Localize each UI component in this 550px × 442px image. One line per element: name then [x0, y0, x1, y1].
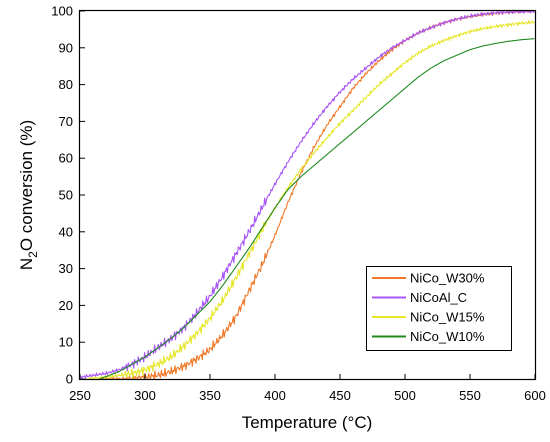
y-tick-label: 100 [51, 4, 73, 19]
legend-label: NiCo_W30% [410, 271, 485, 286]
y-axis-title-subscript: 2 [26, 251, 40, 258]
x-tick-label: 250 [69, 388, 91, 403]
y-tick-label: 90 [59, 40, 73, 55]
y-axis-title-suffix: O conversion (%) [17, 120, 36, 251]
x-tick-label: 400 [264, 388, 286, 403]
legend-label: NiCoAl_C [410, 290, 467, 305]
y-tick-label: 0 [66, 372, 73, 387]
y-tick-label: 80 [59, 77, 73, 92]
series-line [79, 10, 535, 379]
y-tick-label: 10 [59, 335, 73, 350]
x-tick-label: 350 [199, 388, 221, 403]
y-axis-title-prefix: N [17, 258, 36, 270]
y-tick-label: 50 [59, 188, 73, 203]
x-tick-label: 450 [329, 388, 351, 403]
axis-ticks: 250 300 350 400 450 500 550 600 0 10 20 30 40 50 60 70 8… [51, 4, 546, 404]
series-line [86, 20, 535, 380]
y-tick-label: 70 [59, 114, 73, 129]
y-tick-label: 30 [59, 261, 73, 276]
x-axis-title: Temperature (°C) [242, 413, 373, 432]
y-tick-label: 60 [59, 151, 73, 166]
y-tick-label: 40 [59, 224, 73, 239]
x-tick-label: 550 [459, 388, 481, 403]
legend-label: NiCo_W15% [410, 310, 485, 325]
plot-frame [78, 9, 537, 381]
x-tick-label: 300 [134, 388, 156, 403]
y-tick-label: 20 [59, 298, 73, 313]
x-tick-label: 500 [394, 388, 416, 403]
series-line [99, 38, 535, 380]
x-tick-label: 600 [524, 388, 546, 403]
series-layer [79, 10, 535, 380]
legend: NiCo_W30% NiCoAl_C NiCo_W15% NiCo_W10% [366, 266, 512, 351]
legend-label: NiCo_W10% [410, 329, 485, 344]
y-axis-title: N2O conversion (%) [17, 120, 40, 270]
